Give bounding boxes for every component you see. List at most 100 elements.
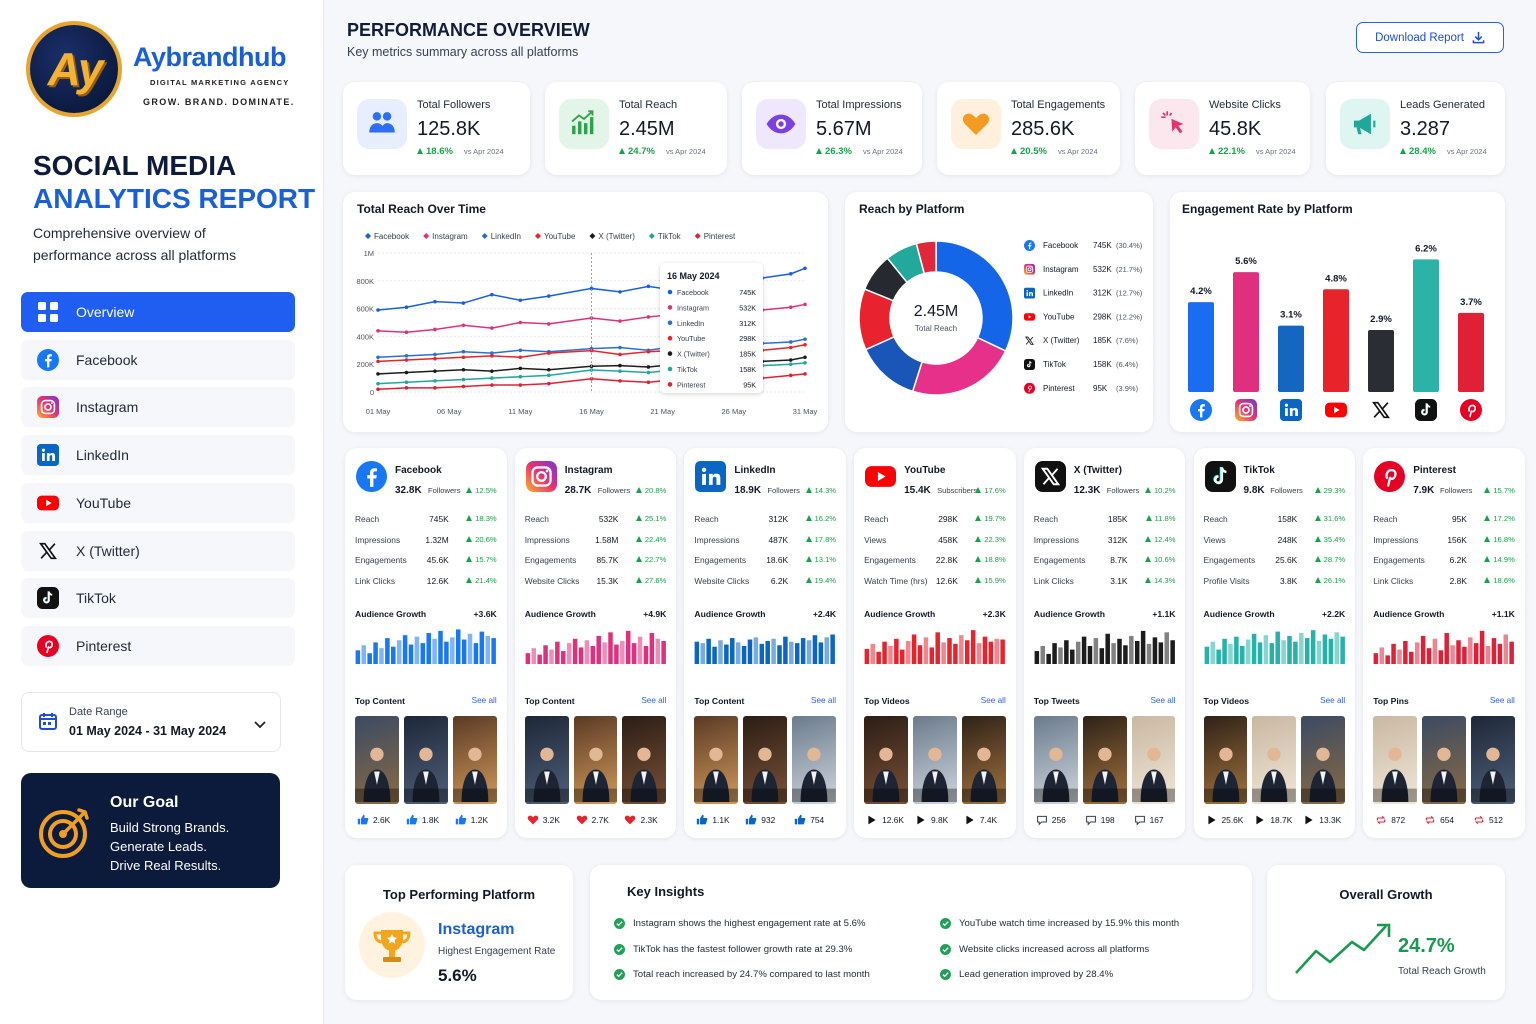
- content-thumbnail[interactable]: [355, 716, 399, 804]
- data-point: [803, 355, 807, 360]
- content-thumbnail[interactable]: [1422, 716, 1466, 804]
- decoration: [713, 771, 720, 785]
- content-thumbnail[interactable]: [1373, 716, 1418, 804]
- nav-item[interactable]: X (Twitter): [21, 530, 295, 571]
- metric-value: 18.6K: [766, 555, 789, 565]
- decoration: [1474, 816, 1484, 824]
- growth-bar: [759, 643, 765, 664]
- decoration: [1203, 788, 1248, 802]
- decoration: [1285, 408, 1288, 416]
- decoration: [422, 771, 429, 785]
- decoration: [588, 747, 603, 761]
- metric-change: 27.6%: [636, 576, 667, 585]
- content-thumbnail[interactable]: [912, 716, 957, 804]
- nav-item[interactable]: Instagram: [21, 387, 295, 428]
- decoration: [1305, 815, 1313, 825]
- kpi-label: Total Engagements: [1011, 99, 1106, 111]
- nav-item[interactable]: Facebook: [21, 339, 295, 380]
- nav-item[interactable]: TikTok: [21, 578, 295, 619]
- count-value: 7.4K: [979, 815, 998, 825]
- nav-item[interactable]: Pinterest: [21, 625, 295, 666]
- decoration: [39, 714, 57, 730]
- followers-label: Followers: [1270, 486, 1303, 495]
- date-range[interactable]: Date Range 01 May 2024 - 31 May 2024: [21, 692, 281, 752]
- see-all-link[interactable]: See all: [471, 696, 497, 705]
- content-thumbnail[interactable]: [1470, 716, 1515, 804]
- content-thumbnail[interactable]: [1203, 716, 1248, 804]
- see-all-link[interactable]: See all: [1489, 696, 1515, 705]
- kpi-label: Total Followers: [417, 99, 491, 111]
- legend-percent: (12.7%): [1116, 289, 1143, 298]
- decoration: [571, 110, 594, 123]
- decoration: [912, 747, 957, 802]
- decoration: [1392, 771, 1398, 785]
- content-thumbnail[interactable]: [792, 716, 837, 804]
- top-content-label: Top Content: [355, 696, 405, 706]
- see-all-link[interactable]: See all: [1320, 696, 1346, 705]
- data-point: [433, 369, 437, 373]
- metric-value: 12.6K: [935, 575, 958, 586]
- content-thumbnail[interactable]: [1131, 716, 1176, 804]
- metric-change: 14.3%: [1145, 576, 1176, 585]
- decoration: [1474, 816, 1484, 824]
- decoration: [539, 747, 554, 761]
- decoration: [1356, 127, 1362, 135]
- y-tick-label: 200K: [356, 360, 374, 369]
- content-thumbnail[interactable]: [864, 716, 908, 804]
- growth-bar: [1215, 649, 1221, 664]
- decoration: [1082, 788, 1127, 802]
- growth-bar: [1257, 642, 1262, 664]
- decoration: [743, 788, 788, 802]
- see-all-link[interactable]: See all: [1150, 696, 1176, 705]
- tooltip-dot: [667, 366, 673, 372]
- see-all-link[interactable]: See all: [641, 696, 667, 705]
- decoration: [977, 747, 991, 761]
- decoration: [1049, 747, 1063, 761]
- nav-item[interactable]: YouTube: [21, 482, 295, 523]
- content-thumbnail[interactable]: [403, 716, 448, 804]
- legend-reach: 745K: [1093, 241, 1112, 250]
- content-thumbnail[interactable]: [743, 716, 788, 804]
- content-thumbnail[interactable]: [1033, 716, 1078, 804]
- count-icon: [964, 814, 976, 826]
- nav-item[interactable]: Overview: [21, 292, 295, 332]
- content-thumbnail[interactable]: [961, 716, 1006, 804]
- content-thumbnail[interactable]: [1301, 716, 1346, 804]
- decoration: [1381, 769, 1409, 802]
- growth-bar: [870, 643, 876, 664]
- insights-card: Key Insights Instagram shows the highest…: [590, 865, 1252, 1000]
- decoration: [48, 722, 51, 725]
- decoration: [452, 788, 497, 802]
- chart-title: Reach by Platform: [859, 202, 964, 216]
- decoration: [966, 815, 974, 825]
- data-point: [646, 380, 651, 385]
- see-all-link[interactable]: See all: [811, 696, 837, 705]
- line-chart: Total Reach Over Time 0 200K 400K 600K 800K 1M…: [356, 202, 817, 416]
- platform-icon: [1024, 359, 1035, 370]
- growth-bar: [391, 646, 396, 664]
- growth-bar: [385, 638, 390, 664]
- content-thumbnail[interactable]: [524, 716, 569, 804]
- decoration: [1425, 816, 1435, 824]
- content-thumbnail[interactable]: [694, 716, 739, 804]
- growth-bar: [1432, 638, 1438, 664]
- content-thumbnail[interactable]: [1252, 716, 1297, 804]
- content-thumbnail[interactable]: [452, 716, 497, 804]
- growth-bar: [1391, 643, 1397, 664]
- see-all-link[interactable]: See all: [980, 696, 1006, 705]
- growth-bar: [1497, 643, 1503, 664]
- decoration: [702, 473, 707, 485]
- content-thumbnail[interactable]: [622, 716, 667, 804]
- nav-item[interactable]: LinkedIn: [21, 435, 295, 476]
- content-thumbnail[interactable]: [573, 716, 618, 804]
- decoration: [1470, 788, 1515, 802]
- decoration: [746, 814, 757, 825]
- content-thumbnail[interactable]: [1082, 716, 1127, 804]
- growth-bar: [765, 640, 771, 664]
- kpi-card: Total Followers 125.8K 18.6% vs Apr 2024: [343, 82, 530, 175]
- data-point: [803, 302, 807, 307]
- data-point: [788, 362, 793, 366]
- download-button[interactable]: Download Report: [1356, 22, 1504, 53]
- metric-label: Impressions: [355, 534, 401, 545]
- tooltip-dot: [667, 351, 673, 356]
